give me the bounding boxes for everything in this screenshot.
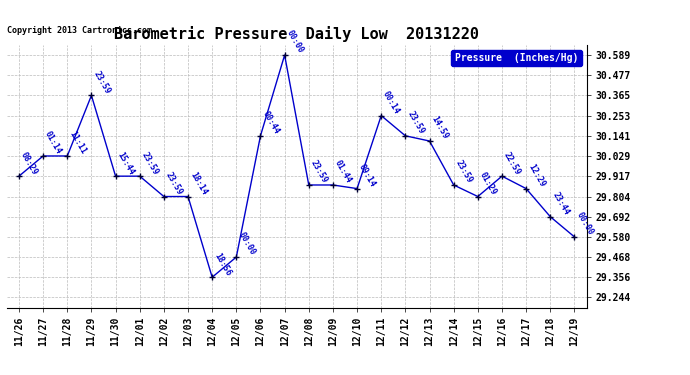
Text: 00:00: 00:00 <box>574 211 595 237</box>
Text: 12:29: 12:29 <box>526 162 546 189</box>
Text: 14:59: 14:59 <box>429 115 450 141</box>
Text: 09:14: 09:14 <box>357 162 377 189</box>
Text: 23:59: 23:59 <box>139 150 160 176</box>
Text: 22:59: 22:59 <box>502 150 522 176</box>
Text: 00:44: 00:44 <box>261 110 281 136</box>
Title: Barometric Pressure  Daily Low  20131220: Barometric Pressure Daily Low 20131220 <box>115 27 479 42</box>
Text: 23:59: 23:59 <box>454 159 474 185</box>
Text: 00:00: 00:00 <box>236 231 257 257</box>
Text: 00:00: 00:00 <box>284 29 305 55</box>
Text: 18:56: 18:56 <box>213 251 233 277</box>
Legend: Pressure  (Inches/Hg): Pressure (Inches/Hg) <box>451 50 582 66</box>
Text: 23:59: 23:59 <box>308 159 329 185</box>
Text: 08:29: 08:29 <box>19 150 39 176</box>
Text: 18:14: 18:14 <box>188 170 208 196</box>
Text: 01:14: 01:14 <box>43 130 63 156</box>
Text: Copyright 2013 Cartronics.com: Copyright 2013 Cartronics.com <box>7 26 152 35</box>
Text: 01:44: 01:44 <box>333 159 353 185</box>
Text: 15:44: 15:44 <box>115 150 136 176</box>
Text: 23:59: 23:59 <box>164 170 184 196</box>
Text: 23:59: 23:59 <box>91 69 112 96</box>
Text: 23:44: 23:44 <box>551 190 571 217</box>
Text: 00:14: 00:14 <box>381 90 402 116</box>
Text: 11:11: 11:11 <box>68 130 88 156</box>
Text: 23:59: 23:59 <box>406 110 426 136</box>
Text: 01:29: 01:29 <box>477 170 498 196</box>
